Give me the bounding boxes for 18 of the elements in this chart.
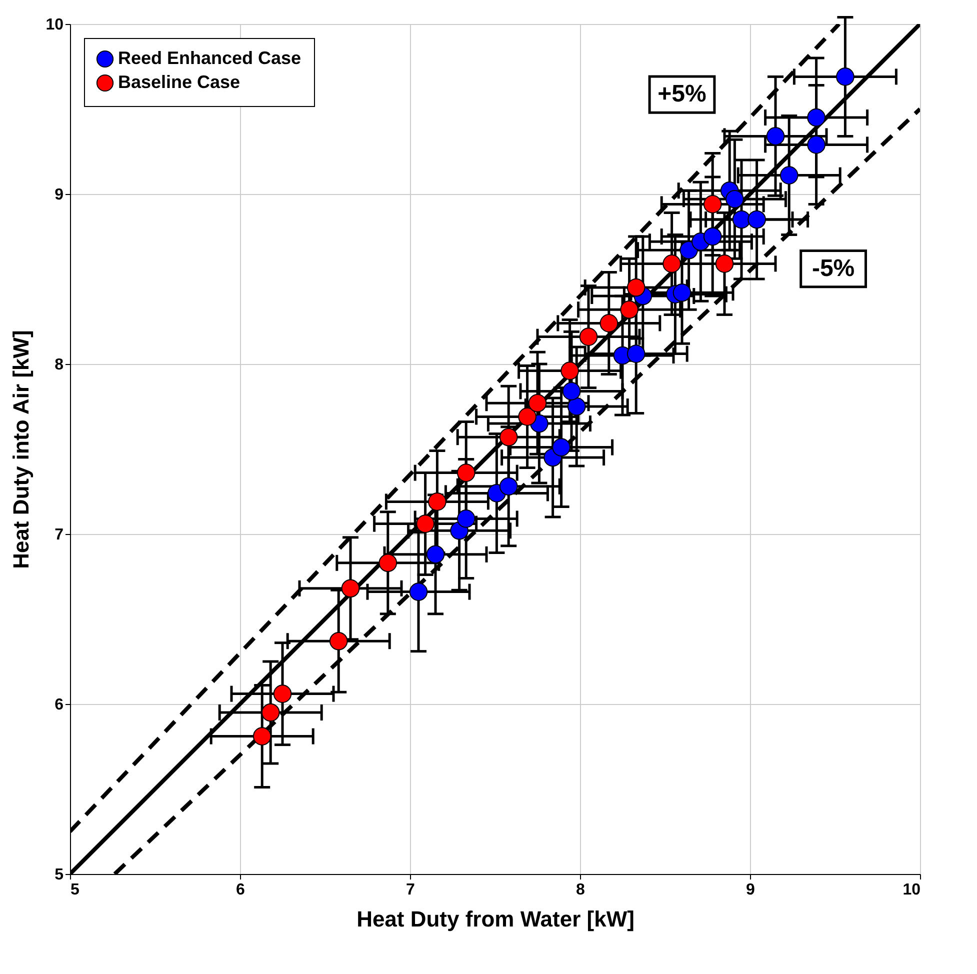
- y-tick-label: 5: [54, 866, 64, 884]
- x-tick-label: 9: [746, 882, 756, 898]
- y-tick-label: 8: [54, 356, 64, 374]
- legend-label: Reed Enhanced Case: [118, 48, 302, 68]
- y-tick-label: 10: [46, 16, 64, 34]
- y-tick-label: 6: [54, 696, 64, 714]
- x-axis-title: Heat Duty from Water [kW]: [356, 906, 634, 932]
- y-tick-label: 7: [54, 526, 64, 544]
- x-tick-label: 10: [902, 882, 921, 898]
- x-tick-label: 5: [70, 882, 80, 898]
- y-axis-title: Heat Duty into Air [kW]: [8, 330, 34, 569]
- x-tick-label: 7: [406, 882, 416, 898]
- x-tick-label: 6: [236, 882, 246, 898]
- legend-label: Baseline Case: [118, 72, 240, 92]
- annotation: -5%: [812, 254, 855, 282]
- x-tick-label: 8: [576, 882, 586, 898]
- y-tick-label: 9: [54, 186, 64, 204]
- annotation: +5%: [658, 80, 706, 108]
